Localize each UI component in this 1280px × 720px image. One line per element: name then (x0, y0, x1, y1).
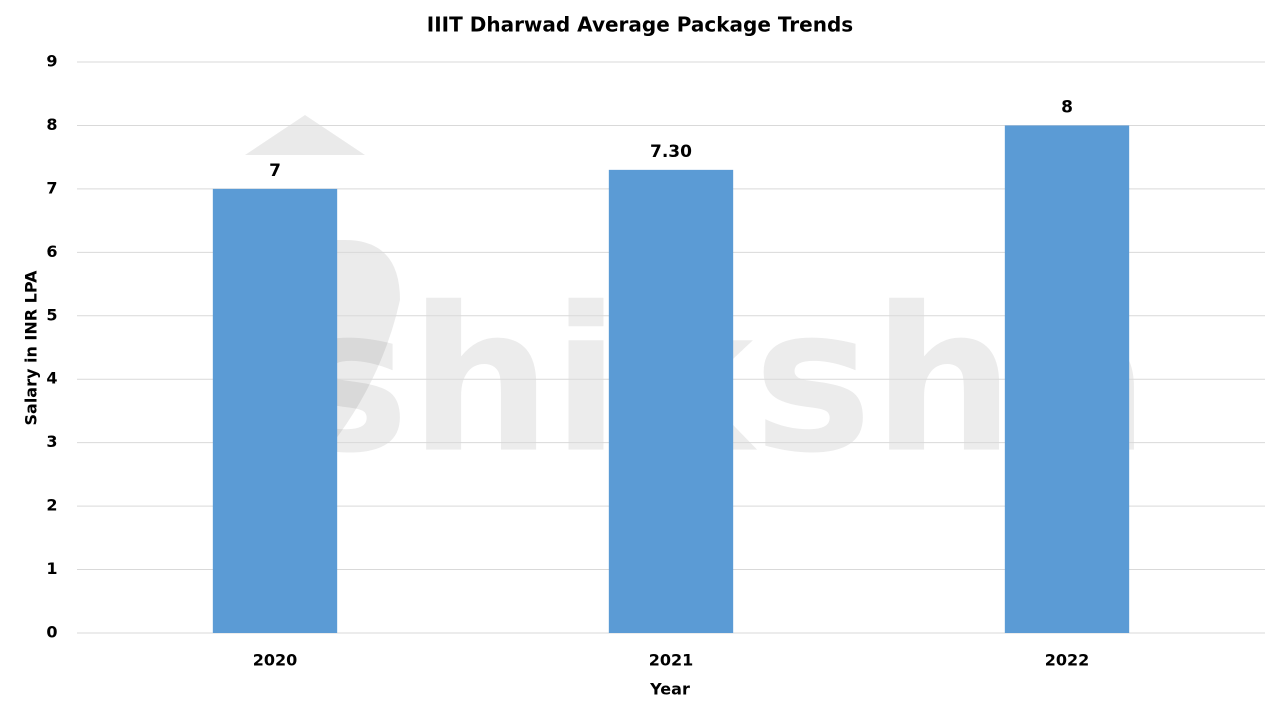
x-axis-label: Year (649, 680, 690, 699)
data-label: 7.30 (650, 142, 692, 162)
y-tick-label: 9 (46, 52, 57, 71)
data-label: 7 (269, 161, 281, 181)
y-tick-label: 7 (46, 178, 57, 197)
y-tick-label: 5 (46, 305, 57, 324)
bar (608, 169, 734, 633)
x-tick-label: 2022 (1045, 651, 1090, 670)
y-axis-label: Salary in INR LPA (22, 270, 41, 426)
bar (1004, 125, 1130, 633)
y-tick-label: 3 (46, 432, 57, 451)
x-tick-label: 2020 (253, 651, 298, 670)
bar (212, 188, 338, 633)
y-tick-label: 2 (46, 496, 57, 515)
y-tick-label: 0 (46, 623, 57, 642)
chart-title: IIIT Dharwad Average Package Trends (427, 13, 853, 37)
data-label: 8 (1061, 97, 1073, 117)
y-tick-label: 4 (46, 369, 57, 388)
y-tick-label: 1 (46, 559, 57, 578)
y-tick-label: 6 (46, 242, 57, 261)
x-tick-label: 2021 (649, 651, 694, 670)
y-tick-label: 8 (46, 115, 57, 134)
